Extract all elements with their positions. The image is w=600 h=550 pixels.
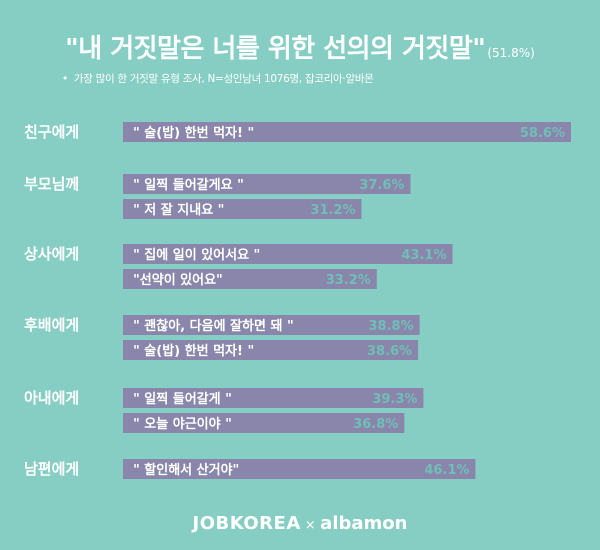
brand-separator: × <box>304 518 317 533</box>
bar-value-label: 46.1% <box>424 463 469 478</box>
group-label: 아내에게 <box>24 389 79 407</box>
title-text: "내 거짓말은 너를 위한 선의의 거짓말" <box>65 34 486 64</box>
bar <box>123 340 419 360</box>
title-value: (51.8%) <box>487 46 535 60</box>
group-label: 후배에게 <box>24 316 79 334</box>
bar <box>123 174 411 194</box>
bar-value-label: 36.8% <box>353 417 398 432</box>
chart-title: "내 거짓말은 너를 위한 선의의 거짓말" (51.8%) <box>0 28 600 65</box>
chart-subtitle: • 가장 많이 한 거짓말 유형 조사, N=성인남녀 1076명, 잡코리아·알… <box>62 71 374 86</box>
subtitle-text: 가장 많이 한 거짓말 유형 조사, N=성인남녀 1076명, 잡코리아·알바… <box>73 73 374 85</box>
bar <box>123 269 377 289</box>
bar-label: " 집에 일이 있어서요 " <box>133 247 260 263</box>
bar <box>123 244 453 264</box>
bar-label: " 술(밥) 한번 먹자! " <box>133 343 254 359</box>
group-label: 상사에게 <box>24 245 79 263</box>
group-label: 부모님께 <box>24 175 79 193</box>
subtitle-bullet: • <box>62 73 68 85</box>
brand-jobkorea: JOBKOREA <box>192 513 301 534</box>
bar-label: "선약이 있어요" <box>133 272 223 288</box>
bar <box>123 199 362 219</box>
bar-value-label: 58.6% <box>520 126 565 141</box>
bar-label: " 저 잘 지내요 " <box>133 202 224 218</box>
bar <box>123 388 424 408</box>
bar-value-label: 38.8% <box>369 319 414 334</box>
bar-value-label: 33.2% <box>326 273 371 288</box>
bar-value-label: 39.3% <box>372 392 417 407</box>
bar <box>123 315 420 335</box>
bar <box>123 459 476 479</box>
brand-albamon: albamon <box>320 513 408 534</box>
bar-label: " 괜찮아, 다음에 잘하면 돼 " <box>133 318 294 334</box>
bar <box>123 413 405 433</box>
bar-label: " 술(밥) 한번 먹자! " <box>133 125 254 141</box>
bar-label: " 오늘 야근이야 " <box>133 416 232 432</box>
bar-value-label: 38.6% <box>367 344 412 359</box>
bar <box>123 122 571 142</box>
bar-label: " 일찍 들어갈게요 " <box>133 177 244 193</box>
bar-value-label: 43.1% <box>401 248 446 263</box>
group-label: 남편에게 <box>24 460 79 478</box>
bar-value-label: 31.2% <box>310 203 355 218</box>
bar-label: " 할인해서 산거야" <box>133 462 239 478</box>
bar-value-label: 37.6% <box>359 178 404 193</box>
group-label: 친구에게 <box>24 123 79 141</box>
footer-brands: JOBKOREA × albamon <box>0 513 600 534</box>
bar-label: " 일찍 들어갈게 " <box>133 391 232 407</box>
